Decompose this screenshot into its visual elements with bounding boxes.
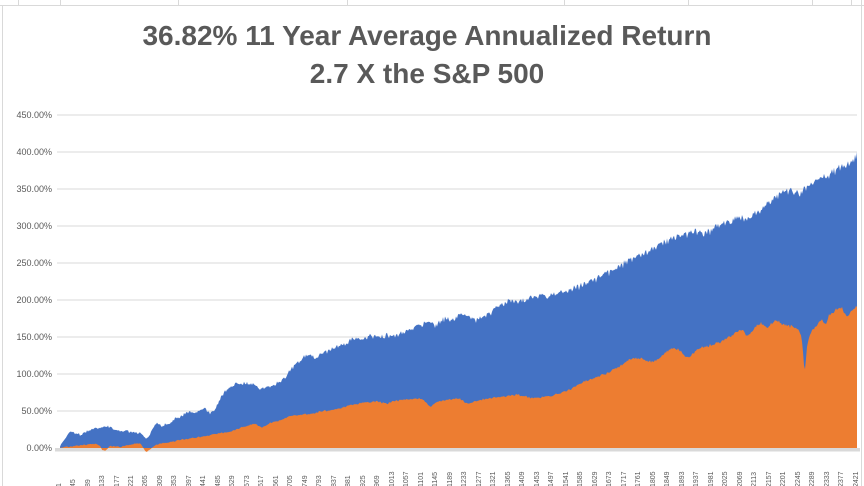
x-axis-tick-label: 793 <box>316 475 324 486</box>
orange-area-series <box>60 305 857 452</box>
x-axis-tick-label: 45 <box>70 479 77 486</box>
chart-frame-right-border <box>861 0 862 486</box>
x-axis-tick-label: 1277 <box>475 471 483 486</box>
spreadsheet-column-gridline <box>347 0 348 5</box>
x-axis-tick-label: 441 <box>200 475 208 486</box>
x-axis-tick-label: 485 <box>214 475 222 486</box>
x-axis-tick-label: 309 <box>156 475 164 486</box>
x-axis-tick-label: 89 <box>84 479 92 486</box>
x-axis-tick-label: 2157 <box>765 471 773 486</box>
y-axis-tick-label: 350.00% <box>16 183 52 194</box>
x-axis-tick-label: 1849 <box>664 471 672 486</box>
x-axis-tick-label: 1717 <box>620 471 628 486</box>
x-axis-tick-label: 353 <box>171 475 179 486</box>
x-axis-tick-label: 177 <box>113 475 121 486</box>
x-axis-tick-label: 1893 <box>678 471 686 486</box>
x-axis-tick-label: 1057 <box>403 471 411 486</box>
x-axis-tick-label: 573 <box>243 475 251 486</box>
x-axis-tick-label: 1629 <box>591 471 599 486</box>
x-axis-tick-label: 1761 <box>635 471 643 486</box>
x-axis-tick-label: 925 <box>359 475 367 486</box>
x-axis-tick-label: 2201 <box>780 471 787 486</box>
x-axis-tick-label: 265 <box>142 475 150 486</box>
x-axis-tick-label: 529 <box>229 475 237 486</box>
x-axis-tick-label: 881 <box>345 475 353 486</box>
y-axis-tick-label: 200.00% <box>16 294 52 305</box>
spreadsheet-column-gridline <box>18 0 19 5</box>
y-axis-tick-label: 250.00% <box>16 257 52 268</box>
x-axis-tick-label: 2421 <box>852 471 860 486</box>
x-axis-tick-label: 1673 <box>606 471 614 486</box>
x-axis-tick-label: 1805 <box>649 471 657 486</box>
chart-frame-top-border <box>0 5 864 6</box>
y-axis-tick-label: 0.00% <box>26 442 52 453</box>
x-axis-tick-label: 2333 <box>823 471 831 486</box>
x-axis-tick-label: 1541 <box>562 471 570 486</box>
x-axis-tick-label: 617 <box>258 475 266 486</box>
x-axis-tick-label: 1497 <box>548 471 556 486</box>
x-axis-tick-label: 1145 <box>432 471 440 486</box>
spreadsheet-column-gridline <box>564 0 565 5</box>
chart-title: 36.82% 11 Year Average Annualized Return <box>142 20 712 51</box>
chart-frame-left-border <box>2 5 3 486</box>
y-axis-tick-label: 150.00% <box>16 331 52 342</box>
spreadsheet-column-gridline <box>60 0 61 5</box>
x-axis-tick-label: 837 <box>330 475 338 486</box>
x-axis-tick-label: 2025 <box>722 471 730 486</box>
y-axis-tick-label: 450.00% <box>16 109 52 120</box>
x-axis-tick-label: 1585 <box>577 471 585 486</box>
x-axis-tick-label: 397 <box>185 475 193 486</box>
x-axis-tick-label: 1189 <box>446 471 454 486</box>
y-axis-tick-label: 400.00% <box>16 146 52 157</box>
x-axis-tick-label: 1 <box>55 483 63 486</box>
x-axis-tick-label: 1321 <box>490 471 498 486</box>
x-axis-tick-label: 749 <box>301 475 309 486</box>
x-axis-line <box>55 448 860 452</box>
y-axis-tick-label: 50.00% <box>21 405 52 416</box>
x-axis-tick-label: 969 <box>374 475 382 486</box>
x-axis-tick-label: 1937 <box>693 471 701 486</box>
chart-subtitle: 2.7 X the S&P 500 <box>309 58 545 89</box>
spreadsheet-column-gridline <box>178 0 179 5</box>
x-axis-tick-label: 221 <box>128 475 135 486</box>
x-axis-tick-label: 661 <box>272 475 280 486</box>
spreadsheet-column-gridline <box>688 0 689 5</box>
x-axis-tick-label: 2113 <box>751 471 759 486</box>
x-axis-tick-label: 1101 <box>417 471 425 486</box>
x-axis-tick-label: 2289 <box>809 471 816 486</box>
x-axis-tick-label: 1365 <box>504 471 512 486</box>
spreadsheet-column-gridline <box>851 0 852 5</box>
x-axis-tick-label: 2245 <box>794 471 802 486</box>
x-axis-tick-label: 1981 <box>707 471 715 486</box>
x-axis-tick-label: 2377 <box>838 471 845 486</box>
x-axis-tick-label: 1409 <box>519 471 527 486</box>
x-axis-tick-label: 2069 <box>736 471 744 486</box>
y-axis-tick-label: 300.00% <box>16 220 52 231</box>
y-axis-tick-label: 100.00% <box>16 368 52 379</box>
x-axis-tick-label: 1233 <box>461 471 469 486</box>
x-axis-tick-label: 705 <box>287 475 295 486</box>
x-axis-tick-label: 1013 <box>388 471 396 486</box>
spreadsheet-column-gridline <box>812 0 813 5</box>
x-axis-tick-label: 1453 <box>533 471 541 486</box>
x-axis-tick-label: 133 <box>99 475 106 486</box>
